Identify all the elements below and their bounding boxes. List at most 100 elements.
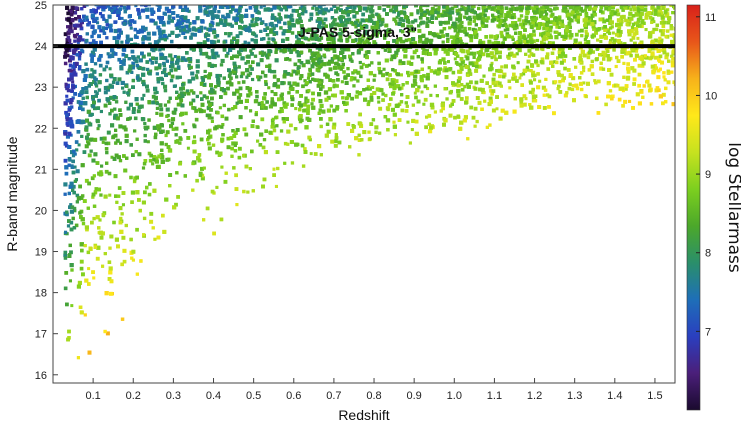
data-point <box>187 25 191 29</box>
data-point <box>580 28 584 33</box>
data-point <box>118 30 123 35</box>
data-point <box>270 97 274 101</box>
data-point <box>491 13 495 17</box>
data-point <box>185 51 189 55</box>
data-point <box>653 64 657 68</box>
data-point <box>450 24 456 29</box>
data-point <box>254 111 258 115</box>
data-point <box>300 0 304 4</box>
data-point <box>73 165 77 169</box>
data-point <box>568 35 573 40</box>
data-point <box>156 235 161 240</box>
data-point <box>171 127 175 131</box>
data-point <box>101 140 105 144</box>
data-point <box>99 109 103 114</box>
data-point <box>150 12 154 16</box>
data-point <box>377 100 381 104</box>
data-point <box>195 0 199 3</box>
data-point <box>159 19 164 24</box>
data-point <box>116 155 121 160</box>
data-point <box>680 8 684 12</box>
data-point <box>78 51 82 55</box>
data-point <box>254 6 259 11</box>
data-point <box>634 53 639 58</box>
data-point <box>143 190 147 195</box>
data-point <box>64 110 68 115</box>
data-point <box>579 53 583 58</box>
data-point <box>434 47 439 51</box>
data-point <box>345 11 349 15</box>
data-point <box>263 74 268 78</box>
data-point <box>199 1 202 4</box>
data-point <box>234 21 238 25</box>
data-point <box>641 95 645 99</box>
data-point <box>69 101 73 105</box>
data-point <box>104 291 109 296</box>
data-point <box>429 69 434 73</box>
data-point <box>111 5 116 8</box>
data-point <box>429 41 433 45</box>
data-point <box>229 32 233 36</box>
data-point <box>89 9 94 14</box>
data-point <box>531 99 536 103</box>
data-point <box>344 0 348 4</box>
data-point <box>555 24 560 29</box>
data-point <box>507 56 511 60</box>
data-point <box>217 0 221 3</box>
data-point <box>370 5 374 8</box>
data-point <box>637 63 642 68</box>
data-point <box>94 187 99 191</box>
data-point <box>360 38 365 43</box>
data-point <box>491 108 496 113</box>
data-point <box>584 11 589 16</box>
data-point <box>366 78 370 82</box>
data-point <box>360 0 363 3</box>
data-point <box>599 61 603 65</box>
data-point <box>660 13 665 18</box>
data-point <box>73 179 77 183</box>
data-point <box>675 1 679 5</box>
data-point <box>281 117 286 121</box>
data-point <box>586 22 590 26</box>
data-point <box>95 91 99 95</box>
data-point <box>94 90 98 94</box>
data-point <box>95 215 100 220</box>
data-point <box>222 22 227 27</box>
data-point <box>98 73 103 77</box>
data-point <box>567 1 570 4</box>
data-point <box>83 0 87 3</box>
data-point <box>591 50 595 54</box>
data-point <box>127 88 131 92</box>
data-point <box>374 1 377 4</box>
data-point <box>678 34 682 38</box>
data-point <box>164 142 168 147</box>
data-point <box>100 14 105 19</box>
data-point <box>87 267 91 271</box>
data-point <box>660 0 664 3</box>
data-point <box>238 52 242 57</box>
data-point <box>399 39 404 44</box>
data-point <box>170 30 175 35</box>
data-point <box>599 34 604 39</box>
data-point <box>179 97 183 101</box>
data-point <box>446 1 449 4</box>
data-point <box>271 13 275 17</box>
data-point <box>318 55 323 60</box>
data-point <box>77 15 81 19</box>
data-point <box>177 95 181 99</box>
data-point <box>471 0 474 3</box>
data-point <box>323 17 328 22</box>
data-point <box>678 26 682 30</box>
data-point <box>640 64 645 68</box>
data-point <box>440 0 443 3</box>
data-point <box>341 21 345 25</box>
data-point <box>175 90 179 94</box>
data-point <box>471 115 476 120</box>
data-point <box>406 120 410 124</box>
data-point <box>188 21 192 25</box>
data-point <box>413 82 418 87</box>
data-point <box>482 74 486 78</box>
data-point <box>680 24 684 28</box>
data-point <box>647 0 650 3</box>
data-point <box>77 53 82 58</box>
